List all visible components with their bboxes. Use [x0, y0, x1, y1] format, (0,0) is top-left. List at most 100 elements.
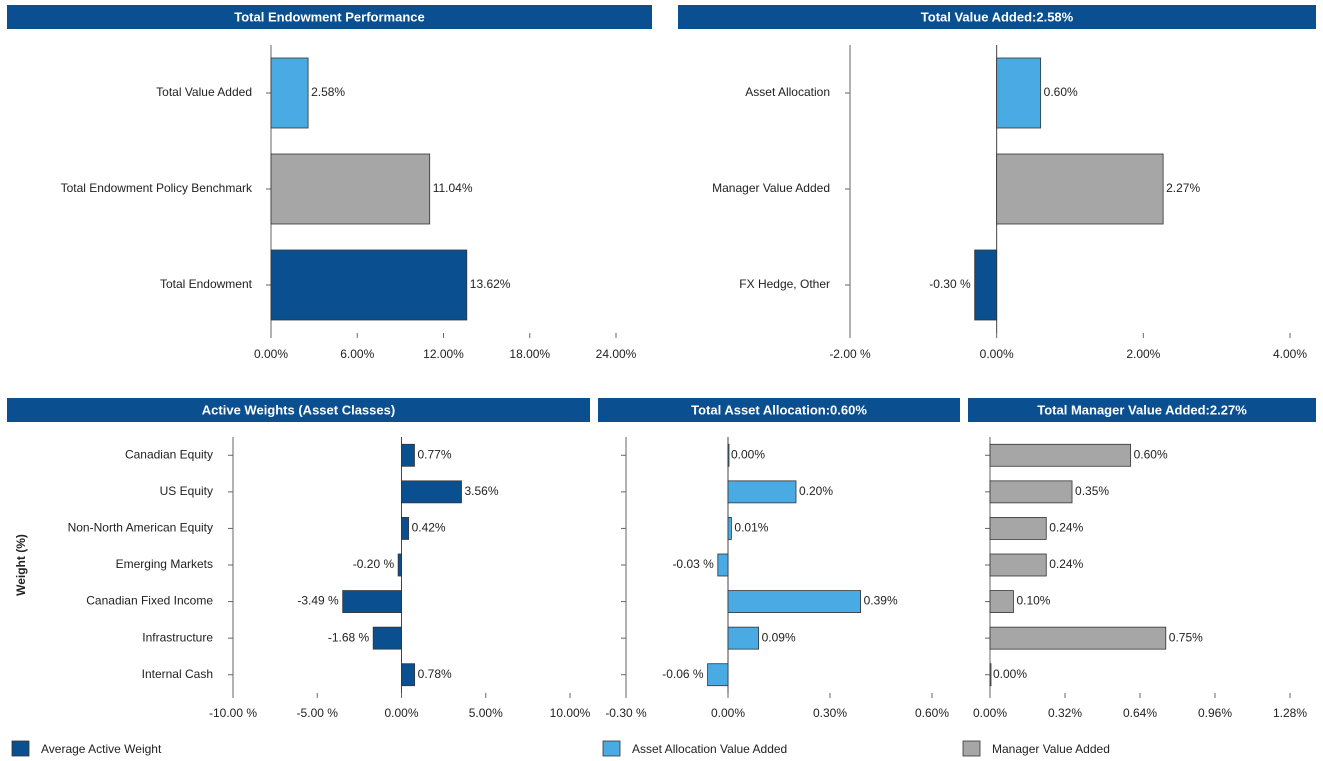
- x-tick-label: 0.00%: [711, 706, 745, 720]
- value-label: 0.78%: [418, 667, 452, 681]
- x-tick-label: 2.00%: [1126, 347, 1160, 361]
- bar: [372, 626, 402, 650]
- bar: [401, 480, 462, 504]
- category-label: FX Hedge, Other: [739, 277, 830, 291]
- bar: [989, 443, 1132, 467]
- x-tick-label: 0.32%: [1048, 706, 1082, 720]
- category-label: Asset Allocation: [745, 85, 830, 99]
- panel-header: [598, 398, 960, 422]
- bar: [989, 626, 1167, 650]
- x-tick-label: 0.30%: [813, 706, 847, 720]
- x-tick-label: 0.00%: [973, 706, 1007, 720]
- bar: [989, 517, 1047, 540]
- bar: [401, 663, 416, 687]
- x-tick-label: 12.00%: [423, 347, 464, 361]
- category-label: US Equity: [160, 484, 213, 498]
- value-label: -3.49 %: [297, 594, 339, 608]
- x-tick-label: 4.00%: [1273, 347, 1307, 361]
- value-label: 3.56%: [464, 484, 498, 498]
- value-label: 0.39%: [864, 594, 898, 608]
- bar: [270, 153, 431, 225]
- bar: [996, 153, 1164, 225]
- x-tick-label: -10.00 %: [209, 706, 257, 720]
- value-label: 0.77%: [417, 447, 451, 461]
- panel-header: [968, 398, 1316, 422]
- category-label: Canadian Fixed Income: [86, 594, 213, 608]
- category-label: Internal Cash: [142, 667, 213, 681]
- x-tick-label: 0.96%: [1198, 706, 1232, 720]
- value-label: 0.09%: [762, 630, 796, 644]
- value-label: -0.20 %: [353, 557, 395, 571]
- bar: [974, 249, 998, 321]
- bar: [996, 57, 1042, 129]
- x-tick-label: 0.00%: [980, 347, 1014, 361]
- x-tick-label: 5.00%: [469, 706, 503, 720]
- value-label: 0.24%: [1049, 557, 1083, 571]
- x-tick-label: 0.00%: [384, 706, 418, 720]
- value-label: 0.42%: [412, 521, 446, 535]
- x-tick-label: 18.00%: [509, 347, 550, 361]
- category-label: Emerging Markets: [116, 557, 213, 571]
- value-label: 2.58%: [311, 85, 345, 99]
- legend-swatch: [11, 740, 30, 757]
- bar: [727, 590, 862, 613]
- bar: [270, 249, 468, 321]
- value-label: -0.03 %: [672, 557, 714, 571]
- x-tick-label: 0.00%: [254, 347, 288, 361]
- bar: [727, 626, 760, 650]
- value-label: 0.10%: [1016, 594, 1050, 608]
- value-label: -1.68 %: [328, 630, 370, 644]
- value-label: 0.35%: [1075, 484, 1109, 498]
- x-tick-label: 24.00%: [596, 347, 637, 361]
- bar: [342, 590, 402, 613]
- x-tick-label: 1.28%: [1273, 706, 1307, 720]
- panel-header: [678, 5, 1316, 29]
- bar: [989, 663, 992, 687]
- x-tick-label: 10.00%: [550, 706, 591, 720]
- legend-swatch: [602, 740, 621, 757]
- x-tick-label: 0.64%: [1123, 706, 1157, 720]
- x-tick-label: -0.30 %: [605, 706, 647, 720]
- value-label: 0.00%: [731, 447, 765, 461]
- value-label: 0.00%: [993, 667, 1027, 681]
- value-label: 0.01%: [734, 521, 768, 535]
- value-label: 13.62%: [470, 277, 511, 291]
- panel-title: Total Value Added:2.58%: [921, 9, 1074, 24]
- bar: [727, 443, 730, 467]
- legend-label: Asset Allocation Value Added: [632, 742, 787, 756]
- x-tick-label: 0.60%: [915, 706, 949, 720]
- bar: [727, 480, 797, 504]
- bar: [989, 590, 1014, 613]
- category-label: Canadian Equity: [125, 447, 213, 461]
- value-label: -0.06 %: [662, 667, 704, 681]
- category-label: Non-North American Equity: [68, 521, 213, 535]
- bar: [707, 663, 729, 687]
- bar: [401, 443, 415, 467]
- bar: [989, 480, 1073, 504]
- x-tick-label: -5.00 %: [297, 706, 339, 720]
- y-axis-label: Weight (%): [14, 534, 28, 596]
- x-tick-label: -2.00 %: [829, 347, 871, 361]
- panel-header: [7, 398, 590, 422]
- value-label: 0.60%: [1044, 85, 1078, 99]
- value-label: 0.20%: [799, 484, 833, 498]
- category-label: Infrastructure: [142, 630, 213, 644]
- value-label: 0.60%: [1134, 447, 1168, 461]
- value-label: 11.04%: [433, 181, 473, 195]
- category-label: Total Endowment: [160, 277, 253, 291]
- bar: [717, 553, 729, 577]
- value-label: 0.24%: [1049, 521, 1083, 535]
- value-label: 2.27%: [1166, 181, 1200, 195]
- x-tick-label: 6.00%: [340, 347, 374, 361]
- bar: [727, 517, 732, 540]
- bar: [401, 517, 409, 540]
- panel-header: [7, 5, 652, 29]
- panel-title: Total Endowment Performance: [234, 9, 424, 24]
- panel-title: Active Weights (Asset Classes): [202, 402, 395, 417]
- legend-label: Manager Value Added: [992, 742, 1110, 756]
- category-label: Manager Value Added: [712, 181, 830, 195]
- legend-label: Average Active Weight: [41, 742, 162, 756]
- value-label: 0.75%: [1169, 630, 1203, 644]
